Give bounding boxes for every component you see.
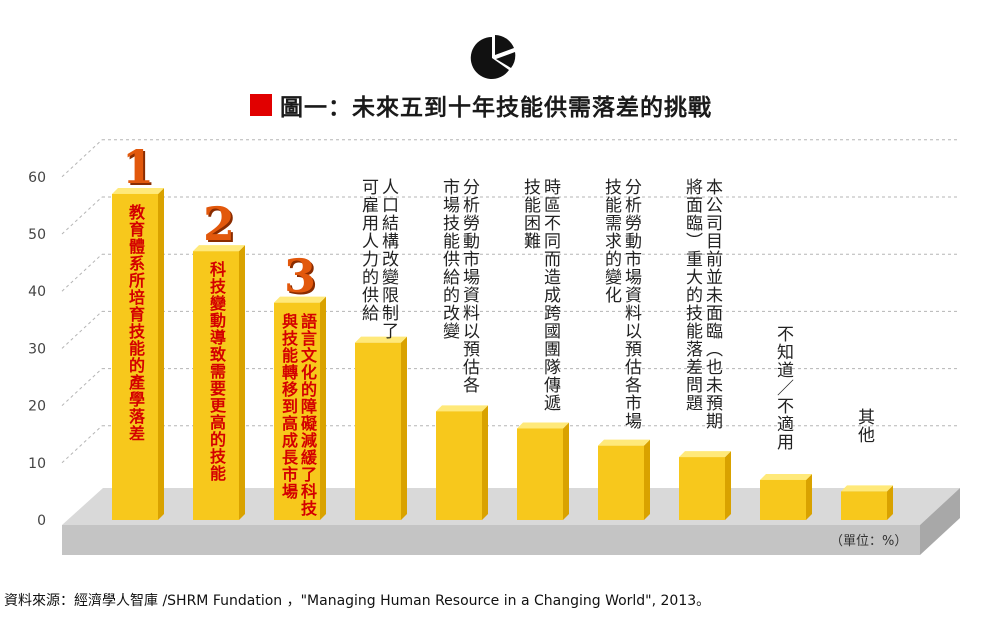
y-tick-label: 0 bbox=[37, 513, 46, 529]
bar-top bbox=[193, 245, 245, 252]
bar-side bbox=[320, 296, 326, 520]
bar bbox=[112, 193, 158, 520]
bar bbox=[274, 302, 320, 520]
bar bbox=[193, 251, 239, 520]
y-tick-label: 50 bbox=[28, 227, 46, 243]
bar-label: 語言文化的障礙減緩了科技 與技能轉移到高成長市場 bbox=[279, 312, 317, 517]
bar-label: 人口結構改變限制了 可雇用人力的供給 bbox=[358, 178, 398, 340]
floor-front bbox=[62, 525, 920, 555]
gridlines bbox=[61, 139, 960, 464]
bar-side bbox=[644, 439, 650, 520]
bar-label: 教育體系所培育技能的產學落差 bbox=[126, 203, 145, 442]
title-text: 圖一：未來五到十年技能供需落差的挑戰 bbox=[280, 95, 712, 121]
unit-label: （單位：%） bbox=[830, 534, 908, 549]
bar-top bbox=[598, 439, 650, 446]
bar-top bbox=[112, 187, 164, 194]
bar bbox=[760, 479, 806, 520]
bar-top bbox=[841, 485, 893, 492]
rank-number: 1 bbox=[122, 139, 155, 194]
bar bbox=[679, 457, 725, 520]
floor-side bbox=[920, 488, 960, 555]
gridline-diagonal bbox=[61, 139, 103, 178]
bar-top bbox=[517, 422, 569, 429]
rank-number: 2 bbox=[203, 197, 236, 252]
bar-label: 不知道／不適用 bbox=[773, 325, 793, 451]
bar-side bbox=[401, 336, 407, 520]
bar-side bbox=[158, 187, 164, 520]
bar-side bbox=[806, 473, 812, 520]
pie-chart-icon bbox=[470, 35, 516, 79]
bar-label: 時區不同而造成跨國團隊傳遞 技能困難 bbox=[520, 178, 560, 412]
y-tick-label: 10 bbox=[28, 456, 46, 472]
bar-top bbox=[274, 296, 326, 303]
gridline-diagonal bbox=[61, 425, 103, 464]
bar-label: 分析勞動市場資料以預估各市場 技能需求的變化 bbox=[601, 178, 641, 430]
bar-label: 分析勞動市場資料以預估各 市場技能供給的改變 bbox=[439, 178, 479, 394]
bar-top bbox=[679, 451, 731, 458]
rank-number: 3 bbox=[284, 248, 317, 303]
bar bbox=[841, 491, 887, 520]
bar-top bbox=[355, 336, 407, 343]
gridline-diagonal bbox=[61, 253, 103, 292]
title-marker bbox=[250, 94, 272, 116]
bar-side bbox=[887, 485, 893, 520]
bar-side bbox=[239, 245, 245, 520]
bar-top bbox=[436, 405, 488, 412]
y-tick-label: 60 bbox=[28, 170, 46, 186]
bar-label: 本公司目前並未面臨（也未預期 將面臨）重大的技能落差問題 bbox=[682, 178, 722, 430]
bar bbox=[517, 428, 563, 520]
bar-label: 科技變動導致需要更高的技能 bbox=[207, 261, 226, 483]
source-note: 資料來源：經濟學人智庫 /SHRM Fundation ，"Managing H… bbox=[4, 593, 711, 609]
bar-label: 其他 bbox=[854, 408, 874, 444]
bars bbox=[112, 187, 893, 520]
y-axis: 0 10 20 30 40 50 60 bbox=[28, 170, 46, 529]
bar-top bbox=[760, 473, 812, 480]
bar-side bbox=[725, 451, 731, 520]
gridline-diagonal bbox=[61, 196, 103, 235]
gridline-diagonal bbox=[61, 368, 103, 406]
gridline-diagonal bbox=[61, 311, 103, 349]
bar bbox=[436, 411, 482, 520]
bar bbox=[355, 342, 401, 520]
y-tick-label: 40 bbox=[28, 284, 46, 300]
bar bbox=[598, 445, 644, 520]
chart-title: 圖一：未來五到十年技能供需落差的挑戰 bbox=[250, 88, 712, 122]
y-tick-label: 20 bbox=[28, 399, 46, 415]
bar-side bbox=[563, 422, 569, 520]
y-tick-label: 30 bbox=[28, 341, 46, 357]
bar-side bbox=[482, 405, 488, 520]
